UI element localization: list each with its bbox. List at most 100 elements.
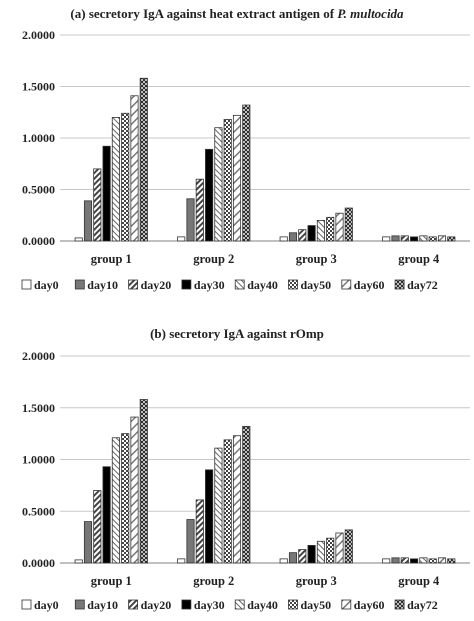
bar-day40-group3 xyxy=(316,219,325,242)
chart-panel-a: (a) secretory IgA against heat extract a… xyxy=(21,6,470,292)
y-tick-label: 1.5000 xyxy=(22,401,55,415)
x-tick-label: group 3 xyxy=(296,252,337,266)
x-tick-label: group 4 xyxy=(398,252,440,266)
legend-swatch-day40 xyxy=(234,599,245,610)
bar-day20-group3 xyxy=(298,549,307,564)
legend-label-day60: day60 xyxy=(354,598,385,612)
legend-label-day40: day40 xyxy=(247,278,278,292)
bar-day40-group4 xyxy=(419,557,428,564)
legend: day0 day10 day20 day30 day40 day50 day60 day72 xyxy=(21,278,438,292)
legend-label-day60: day60 xyxy=(354,278,385,292)
bar-day20-group2 xyxy=(195,499,204,564)
bar-day20-group2 xyxy=(195,178,204,242)
bar-day50-group1 xyxy=(121,433,130,564)
bar-day10-group3 xyxy=(288,552,298,564)
bar-day0-group2 xyxy=(177,236,186,242)
bar-day60-group3 xyxy=(335,532,344,564)
bar-day0-group4 xyxy=(382,236,391,242)
bar-day60-group4 xyxy=(437,557,447,564)
bar-day10-group3 xyxy=(288,232,298,242)
legend-swatch-day0 xyxy=(21,599,32,610)
bar-day30-group3 xyxy=(307,545,316,564)
legend-swatch-day72 xyxy=(394,599,405,610)
legend-label-day30: day30 xyxy=(194,278,225,292)
bar-day72-group3 xyxy=(344,529,353,564)
legend-swatch-day50 xyxy=(288,599,298,610)
y-tick-label: 1.0000 xyxy=(22,453,55,467)
bar-day10-group2 xyxy=(186,519,195,564)
bar-day72-group3 xyxy=(344,207,353,242)
bar-day20-group1 xyxy=(93,490,102,564)
bar-day72-group4 xyxy=(447,558,456,564)
bar-day30-group1 xyxy=(102,466,111,564)
y-tick-label: 2.0000 xyxy=(22,349,55,363)
x-tick-label: group 1 xyxy=(91,574,132,588)
bar-day30-group3 xyxy=(307,225,316,242)
bar-day60-group2 xyxy=(232,435,242,564)
bar-day30-group4 xyxy=(410,558,419,564)
bar-day50-group3 xyxy=(326,537,335,564)
bar-day72-group4 xyxy=(447,236,456,242)
legend-swatch-day10 xyxy=(74,599,85,610)
bar-day50-group2 xyxy=(223,439,232,564)
bar-day72-group1 xyxy=(139,77,148,242)
bar-day50-group3 xyxy=(326,216,335,242)
legend-swatch-day30 xyxy=(181,279,192,290)
bar-day72-group2 xyxy=(242,104,251,242)
legend-swatch-day50 xyxy=(288,279,298,290)
bar-day72-group2 xyxy=(242,425,251,564)
bar-day30-group2 xyxy=(205,469,214,564)
bar-day10-group1 xyxy=(83,200,93,242)
bar-day60-group1 xyxy=(130,416,139,564)
bar-day50-group4 xyxy=(428,236,437,242)
bar-day50-group2 xyxy=(223,119,232,242)
x-tick-label: group 1 xyxy=(91,252,132,266)
x-tick-label: group 4 xyxy=(398,574,440,588)
legend-label-day30: day30 xyxy=(194,598,225,612)
bar-day0-group3 xyxy=(279,558,288,564)
bar-day50-group1 xyxy=(121,112,130,242)
legend-swatch-day40 xyxy=(234,279,245,290)
chart-title: (a) secretory IgA against heat extract a… xyxy=(70,6,404,21)
legend-label-day10: day10 xyxy=(87,278,118,292)
legend-swatch-day60 xyxy=(341,599,352,610)
legend-label-day10: day10 xyxy=(87,598,118,612)
bar-day0-group3 xyxy=(279,236,288,242)
x-tick-label: group 2 xyxy=(193,574,234,588)
bar-day72-group1 xyxy=(139,399,148,564)
bar-day60-group3 xyxy=(335,212,344,242)
bar-day30-group2 xyxy=(205,148,214,242)
bar-day20-group4 xyxy=(400,557,409,564)
legend-swatch-day60 xyxy=(341,279,352,290)
bar-day40-group4 xyxy=(419,235,428,242)
chart-title-main: (b) secretory IgA against rOmp xyxy=(150,326,324,341)
bar-day20-group3 xyxy=(298,229,307,242)
legend-label-day40: day40 xyxy=(247,598,278,612)
y-tick-label: 2.0000 xyxy=(22,28,55,42)
bar-day10-group1 xyxy=(83,521,93,564)
bar-day0-group1 xyxy=(74,237,83,242)
y-tick-label: 0.0000 xyxy=(22,234,55,248)
bar-day0-group2 xyxy=(177,558,186,564)
legend-label-day20: day20 xyxy=(141,278,172,292)
legend-label-day0: day0 xyxy=(34,278,59,292)
bar-day10-group4 xyxy=(391,557,400,564)
chart-panel-b: (b) secretory IgA against rOmp 0.0000 0.50… xyxy=(21,326,470,612)
legend: day0 day10 day20 day30 day40 day50 day60 day72 xyxy=(21,598,438,612)
legend-label-day20: day20 xyxy=(141,598,172,612)
legend-label-day50: day50 xyxy=(301,278,332,292)
bar-day40-group2 xyxy=(214,127,223,242)
y-tick-label: 0.5000 xyxy=(22,183,55,197)
legend-label-day50: day50 xyxy=(301,598,332,612)
bar-day10-group4 xyxy=(391,235,400,242)
chart-title-main: (a) secretory IgA against heat extract a… xyxy=(70,6,337,21)
bar-day0-group4 xyxy=(382,558,391,564)
y-tick-label: 1.0000 xyxy=(22,131,55,145)
chart-title: (b) secretory IgA against rOmp xyxy=(150,326,324,341)
bar-day50-group4 xyxy=(428,558,437,564)
bar-day20-group4 xyxy=(400,235,409,242)
bar-day20-group1 xyxy=(93,168,102,242)
bar-day60-group4 xyxy=(437,235,447,242)
bar-day30-group4 xyxy=(410,236,419,242)
legend-swatch-day30 xyxy=(181,599,192,610)
